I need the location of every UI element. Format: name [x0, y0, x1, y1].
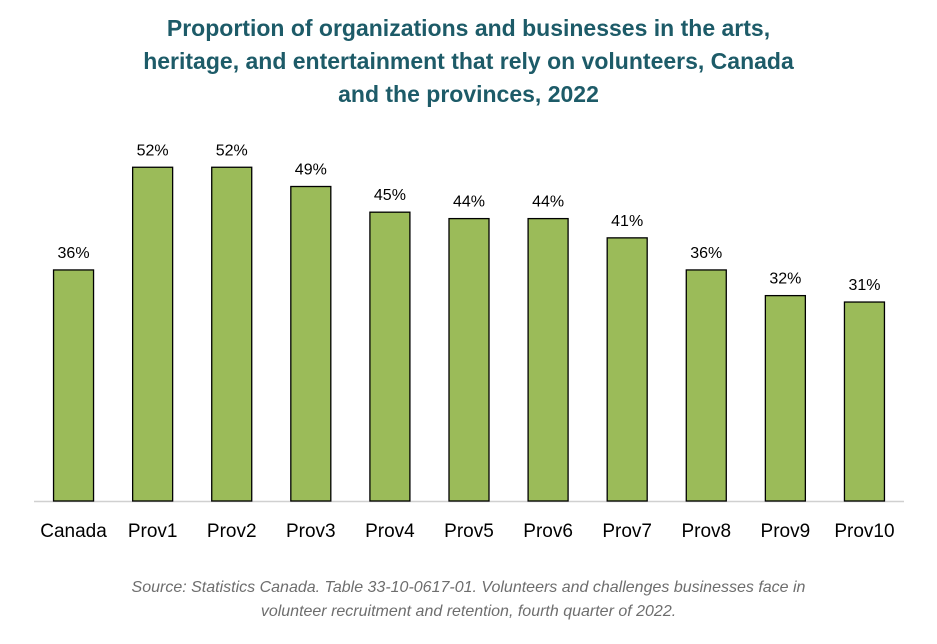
chart-title-line-1: Proportion of organizations and business… [166, 15, 771, 41]
chart-title: Proportion of organizations and business… [0, 12, 937, 111]
x-tick-label-prov1: Prov1 [128, 521, 178, 542]
x-tick-label-prov3: Prov3 [286, 521, 336, 542]
bar-prov1 [131, 166, 174, 502]
data-label-prov3: 49% [295, 162, 327, 179]
chart-title-line-2: heritage, and entertainment that rely on… [143, 48, 794, 74]
x-tick-label-prov7: Prov7 [602, 521, 652, 542]
bar-prov4 [369, 211, 411, 502]
bar-canada [52, 269, 95, 502]
data-label-prov9: 32% [769, 271, 801, 288]
bar-prov8 [685, 269, 727, 502]
bar-prov6 [527, 217, 569, 502]
bar-prov7 [606, 237, 648, 502]
x-tick-label-prov4: Prov4 [365, 521, 415, 542]
data-label-prov6: 44% [532, 194, 564, 211]
data-label-prov4: 45% [374, 187, 406, 204]
x-tick-label-prov6: Prov6 [523, 521, 573, 542]
source-line-1: Source: Statistics Canada. Table 33-10-0… [131, 579, 806, 596]
bar-prov9 [764, 294, 807, 502]
source-note: Source: Statistics Canada. Table 33-10-0… [0, 576, 937, 624]
data-label-prov1: 52% [137, 142, 169, 159]
data-label-prov7: 41% [611, 213, 643, 230]
x-tick-label-prov2: Prov2 [207, 521, 257, 542]
bar-prov10 [843, 301, 886, 502]
data-label-prov2: 52% [216, 142, 248, 159]
x-tick-label-prov9: Prov9 [761, 521, 811, 542]
x-tick-label-prov5: Prov5 [444, 521, 494, 542]
bar-prov2 [211, 166, 253, 502]
bar-prov3 [290, 185, 332, 502]
x-tick-label-prov10: Prov10 [834, 521, 894, 542]
bar-prov5 [448, 217, 490, 502]
chart-title-line-3: and the provinces, 2022 [338, 81, 599, 107]
source-line-2: volunteer recruitment and retention, fou… [260, 603, 677, 620]
data-label-prov10: 31% [848, 277, 880, 294]
data-label-prov5: 44% [453, 194, 485, 211]
x-tick-label-canada: Canada [40, 521, 107, 542]
data-label-canada: 36% [58, 245, 90, 262]
data-label-prov8: 36% [690, 245, 722, 262]
x-tick-label-prov8: Prov8 [681, 521, 731, 542]
